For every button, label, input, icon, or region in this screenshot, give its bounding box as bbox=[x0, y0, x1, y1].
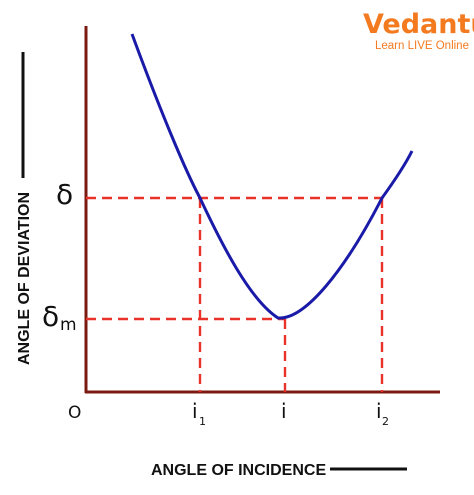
i2-subscript: 2 bbox=[382, 415, 389, 428]
y-axis-title: ANGLE OF DEVIATION bbox=[16, 192, 33, 365]
delta-min-label: δ bbox=[42, 300, 59, 333]
delta-min-subscript: m bbox=[60, 315, 77, 335]
i2-label: i bbox=[376, 399, 382, 423]
logo-tagline: Learn LIVE Online bbox=[375, 40, 469, 52]
i1-label: i bbox=[192, 399, 198, 423]
x-axis-title: ANGLE OF INCIDENCE bbox=[151, 462, 326, 479]
logo-brand: Vedantu bbox=[363, 9, 474, 40]
i-label: i bbox=[281, 399, 287, 423]
delta-label: δ bbox=[56, 178, 73, 211]
i1-subscript: 1 bbox=[199, 415, 206, 428]
vedantu-logo: Vedantu Learn LIVE Online bbox=[363, 9, 474, 52]
deviation-curve bbox=[130, 33, 414, 320]
origin-label: O bbox=[68, 403, 81, 423]
